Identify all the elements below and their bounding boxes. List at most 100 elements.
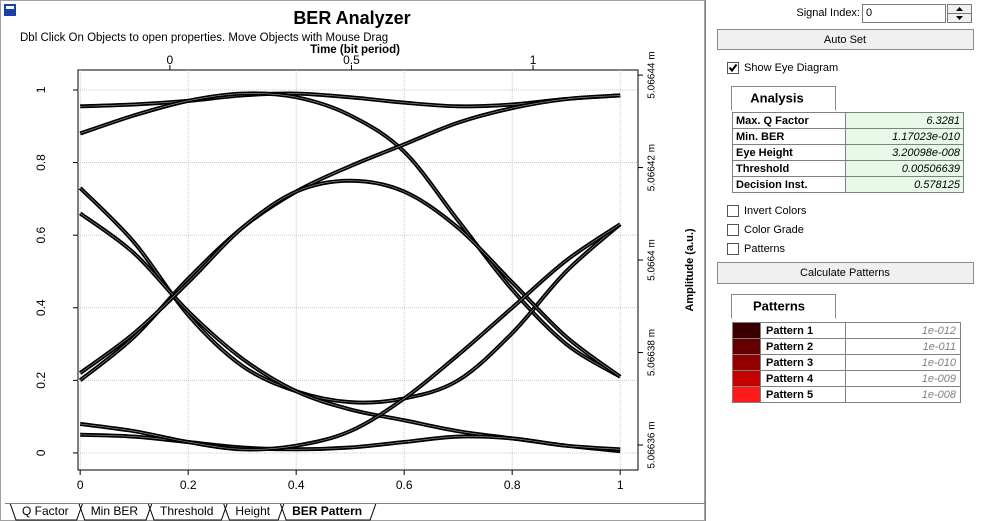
pattern-name: Pattern 2	[766, 341, 813, 353]
pattern-name: Pattern 3	[766, 357, 813, 369]
signal-index-input[interactable]	[862, 4, 946, 23]
analysis-value: 1.17023e-010	[892, 131, 961, 143]
grid	[78, 70, 638, 470]
signal-index-label: Signal Index:	[796, 7, 860, 19]
tab-outline	[9, 502, 84, 521]
x2-axis-title: Time (bit period)	[310, 44, 400, 56]
x-tick-label: 0.8	[504, 478, 521, 492]
analysis-value: 0.00506639	[902, 163, 960, 175]
window-title: BER Analyzer	[293, 8, 410, 28]
analysis-tab[interactable]	[731, 86, 836, 111]
analysis-label: Max. Q Factor	[736, 115, 809, 127]
pattern-value-cell	[845, 386, 961, 403]
x2-tick-label: 0.5	[343, 53, 360, 67]
eye-trace-highlight	[79, 180, 621, 377]
x-tick-label: 0.6	[396, 478, 413, 492]
y-tick-label: 0.2	[34, 372, 48, 389]
analysis-label: Eye Height	[736, 147, 793, 159]
window-icon	[4, 4, 16, 16]
pattern-swatch	[732, 338, 761, 355]
analysis-label: Min. BER	[736, 131, 784, 143]
analysis-value: 0.578125	[914, 179, 961, 191]
tab-label[interactable]: Q Factor	[22, 504, 69, 518]
pattern-name: Pattern 1	[766, 325, 813, 337]
analysis-label: Decision Inst.	[736, 179, 808, 191]
patterns-tab[interactable]	[731, 294, 836, 319]
tab-label[interactable]: Min BER	[91, 504, 139, 518]
tab[interactable]: Height	[222, 502, 285, 521]
tab-outline	[279, 502, 377, 521]
patterns-table: Pattern 1 1e-012 Pattern 2 1e-011 Pattern 3 1…	[732, 322, 961, 403]
analysis-value: 6.3281	[926, 115, 960, 127]
traces	[78, 91, 622, 454]
tab-outline	[222, 502, 285, 521]
y-tick-label: 0.8	[34, 154, 48, 171]
pattern-name: Pattern 5	[766, 389, 813, 401]
y-tick-label: 0	[34, 449, 48, 456]
tab-label[interactable]: Height	[235, 504, 270, 518]
option-checkbox[interactable]	[727, 243, 739, 255]
pattern-value: 1e-012	[922, 325, 956, 337]
pattern-name: Pattern 4	[766, 373, 814, 385]
options: Invert Colors Color Grade Patterns	[727, 205, 807, 255]
y-tick-label: 0.6	[34, 226, 48, 243]
calculate-button[interactable]	[717, 262, 974, 284]
y2-tick-label: 5.0664 m	[647, 239, 658, 281]
pattern-swatch	[732, 322, 761, 339]
eye-trace-highlight	[80, 93, 621, 377]
auto-set-label[interactable]: Auto Set	[824, 34, 866, 46]
pattern-swatch	[732, 386, 761, 403]
y-tick-label: 1	[34, 86, 48, 93]
check-mark	[728, 63, 738, 73]
y2-tick-label: 5.06636 m	[647, 421, 658, 468]
pattern-value: 1e-008	[922, 389, 957, 401]
x-tick-label: 0	[77, 478, 84, 492]
y2-tick-label: 5.06642 m	[647, 144, 658, 191]
x2-tick-label: 1	[530, 53, 537, 67]
calculate-label[interactable]: Calculate Patterns	[800, 267, 890, 279]
signal-index-value[interactable]: 0	[866, 7, 872, 19]
x-tick-label: 0.4	[288, 478, 305, 492]
chart-window	[0, 0, 705, 521]
plot-frame	[77, 69, 639, 471]
pattern-value: 1e-010	[922, 357, 957, 369]
y-tick-label: 0.4	[34, 299, 48, 316]
y2-tick-label: 5.06644 m	[647, 51, 658, 98]
analysis-label: Threshold	[736, 163, 789, 175]
tab-outline	[147, 502, 228, 521]
option-label[interactable]: Invert Colors	[744, 205, 807, 217]
x-tick-label: 0.2	[180, 478, 197, 492]
analysis-table: Max. Q Factor 6.3281 Min. BER 1.17023e-010 E…	[732, 112, 964, 193]
pattern-value: 1e-009	[922, 373, 956, 385]
y2-axis-title: Amplitude (a.u.)	[684, 228, 696, 311]
eye-trace-highlight	[80, 224, 621, 450]
tab[interactable]: BER Pattern	[279, 502, 377, 521]
pattern-swatch	[732, 354, 761, 371]
tab[interactable]: Q Factor	[9, 502, 84, 521]
analysis-value: 3.20098e-008	[892, 147, 961, 159]
option-checkbox[interactable]	[727, 205, 739, 217]
signal-index-spinner[interactable]	[947, 4, 972, 23]
show-eye-label[interactable]: Show Eye Diagram	[744, 62, 838, 74]
y2-tick-label: 5.06638 m	[647, 329, 658, 376]
hint-text: Dbl Click On Objects to open properties.…	[20, 32, 388, 44]
option-checkbox[interactable]	[727, 224, 739, 236]
auto-set-button[interactable]	[717, 29, 974, 50]
tab[interactable]: Threshold	[147, 502, 228, 521]
pattern-swatch	[732, 370, 761, 387]
tab-label[interactable]: Threshold	[160, 504, 213, 518]
x-tick-label: 1	[617, 478, 624, 492]
tab-label[interactable]: BER Pattern	[292, 504, 362, 518]
side-panel	[706, 0, 985, 521]
patterns-tab-label[interactable]: Patterns	[753, 298, 805, 313]
tab-strip: Q Factor Min BER Threshold Height BER Patter…	[5, 502, 705, 521]
tab[interactable]: Min BER	[78, 502, 153, 521]
analysis-tab-label[interactable]: Analysis	[750, 90, 803, 105]
option-label[interactable]: Color Grade	[744, 224, 804, 236]
x2-tick-label: 0	[167, 53, 174, 67]
pattern-value: 1e-011	[923, 341, 956, 353]
tab-outline	[78, 502, 153, 521]
analysis-value-cell	[845, 176, 964, 193]
option-label[interactable]: Patterns	[744, 243, 785, 255]
